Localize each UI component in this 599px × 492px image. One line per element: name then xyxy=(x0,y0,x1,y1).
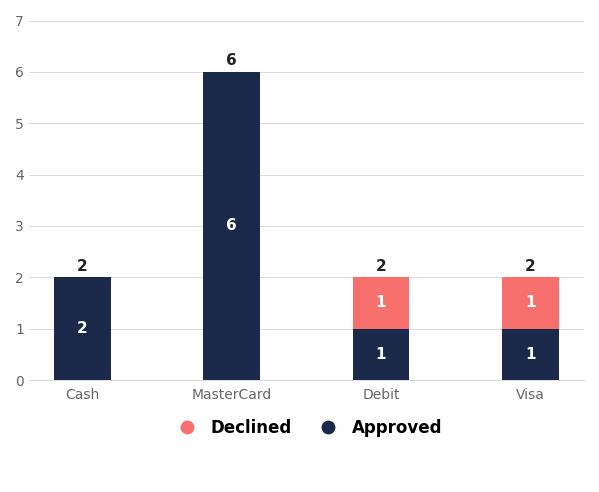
Text: 1: 1 xyxy=(525,296,536,310)
Text: 2: 2 xyxy=(77,321,87,336)
Text: 6: 6 xyxy=(226,218,237,234)
Bar xyxy=(502,277,559,329)
Bar xyxy=(353,277,409,329)
Legend: Declined, Approved: Declined, Approved xyxy=(164,412,449,444)
Text: 2: 2 xyxy=(525,259,536,274)
Text: 1: 1 xyxy=(525,347,536,362)
Bar xyxy=(54,277,111,380)
Text: 2: 2 xyxy=(376,259,386,274)
Text: 1: 1 xyxy=(376,347,386,362)
Bar xyxy=(502,329,559,380)
Bar xyxy=(353,329,409,380)
Text: 1: 1 xyxy=(376,296,386,310)
Text: 6: 6 xyxy=(226,53,237,68)
Bar xyxy=(203,72,260,380)
Text: 2: 2 xyxy=(77,259,87,274)
